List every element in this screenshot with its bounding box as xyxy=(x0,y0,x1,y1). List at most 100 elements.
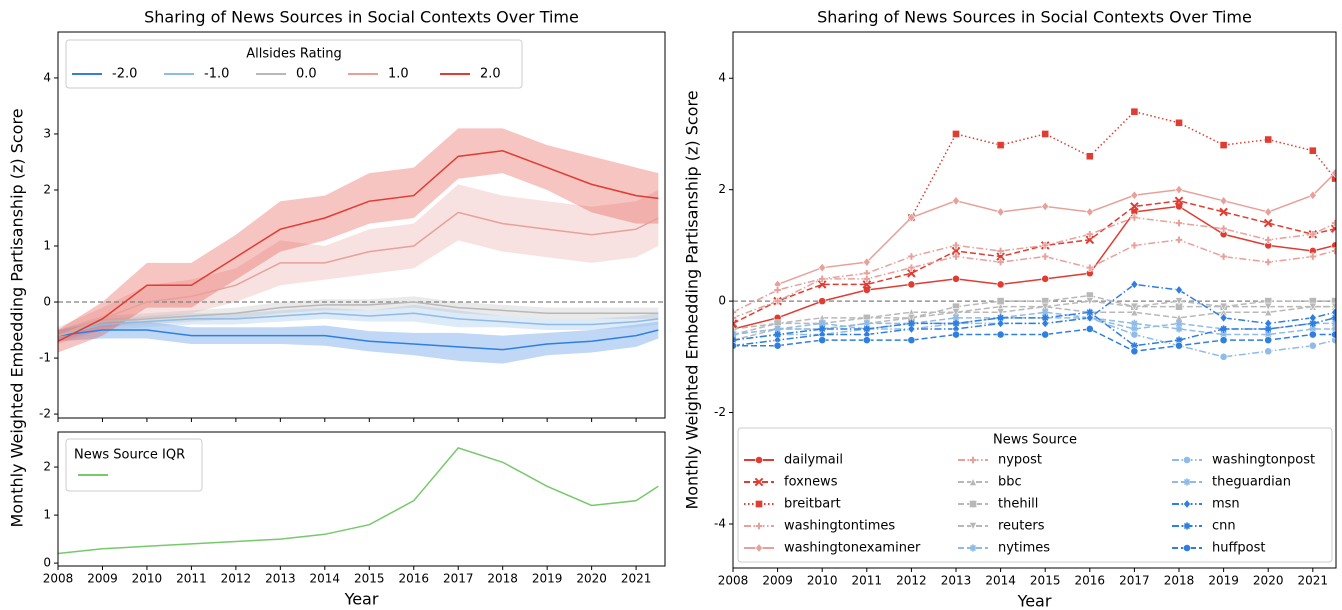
legend-label: breitbart xyxy=(784,497,841,512)
marker xyxy=(1308,341,1317,350)
series-line xyxy=(58,329,659,351)
chart-title: Sharing of News Sources in Social Contex… xyxy=(817,8,1252,27)
marker xyxy=(1085,325,1094,333)
confidence-band xyxy=(58,296,659,342)
marker xyxy=(1041,302,1050,311)
marker xyxy=(1041,308,1049,316)
marker xyxy=(1308,330,1317,339)
marker xyxy=(755,500,763,508)
marker xyxy=(907,280,916,289)
marker xyxy=(1085,207,1094,217)
marker xyxy=(1175,118,1183,127)
x-tick-label: 2014 xyxy=(985,574,1016,588)
marker xyxy=(996,141,1005,150)
marker xyxy=(951,246,961,256)
y-tick-label: 1 xyxy=(43,508,51,522)
x-tick-label: 2011 xyxy=(852,574,883,588)
series-line xyxy=(733,328,1336,353)
legend-label: msn xyxy=(1212,497,1240,512)
marker xyxy=(1085,230,1094,239)
marker xyxy=(1308,146,1317,155)
marker xyxy=(863,325,871,333)
marker xyxy=(862,280,872,289)
series-line xyxy=(58,312,659,337)
marker xyxy=(969,544,977,552)
marker xyxy=(1264,302,1273,311)
marker xyxy=(952,241,960,250)
legend-label: thehill xyxy=(998,497,1038,512)
x-tick-label: 2017 xyxy=(443,572,474,586)
marker xyxy=(818,297,827,306)
marker xyxy=(1130,347,1139,356)
marker xyxy=(952,319,960,328)
marker xyxy=(1130,202,1139,211)
marker xyxy=(1331,247,1336,255)
marker xyxy=(1175,202,1183,211)
marker xyxy=(1263,218,1273,228)
legend-label: washingtonpost xyxy=(1212,453,1315,468)
legend: News Source IQR xyxy=(65,438,203,492)
marker xyxy=(1309,325,1317,333)
marker xyxy=(997,314,1005,322)
legend-box xyxy=(65,39,523,89)
marker xyxy=(968,477,978,486)
y-tick-label: 1 xyxy=(43,239,51,253)
marker xyxy=(1130,213,1139,222)
x-tick-label: 2011 xyxy=(176,572,207,586)
marker xyxy=(1041,130,1050,138)
legend-label: 1.0 xyxy=(388,67,409,82)
marker xyxy=(1183,456,1191,464)
x-tick-label: 2016 xyxy=(398,572,429,586)
y-tick-label: -2 xyxy=(714,405,726,419)
legend-label: washingtonexaminer xyxy=(784,541,921,556)
marker xyxy=(862,286,871,294)
x-tick-label: 2008 xyxy=(718,574,749,588)
marker xyxy=(907,268,916,278)
marker xyxy=(1219,252,1228,261)
marker xyxy=(1130,279,1139,290)
marker xyxy=(1130,241,1139,250)
marker xyxy=(1331,314,1336,322)
marker xyxy=(818,274,827,283)
legend-label: washingtontimes xyxy=(784,519,895,534)
x-tick-label: 2012 xyxy=(221,572,252,586)
chart-title: Sharing of News Sources in Social Contex… xyxy=(144,8,579,27)
marker xyxy=(1219,224,1228,233)
plot-area xyxy=(58,446,659,555)
marker xyxy=(1175,336,1183,344)
marker xyxy=(996,252,1005,261)
marker xyxy=(907,252,916,261)
marker xyxy=(1130,325,1139,333)
x-tick-label: 2019 xyxy=(532,572,563,586)
marker xyxy=(1130,330,1139,339)
marker xyxy=(1219,302,1228,311)
marker xyxy=(968,522,978,531)
marker xyxy=(1130,342,1139,350)
marker xyxy=(996,297,1005,306)
x-tick-label: 2010 xyxy=(807,574,838,588)
marker xyxy=(1308,190,1317,201)
marker xyxy=(1264,330,1272,339)
legend-label: foxnews xyxy=(784,475,838,490)
marker xyxy=(952,274,960,283)
legend-label: 0.0 xyxy=(296,67,317,82)
marker xyxy=(1264,207,1273,217)
marker xyxy=(1264,347,1273,356)
marker xyxy=(1130,302,1139,311)
series-line xyxy=(910,110,1336,218)
y-axis-label: Monthly Weighted Embedding Partisanship … xyxy=(8,108,27,527)
marker xyxy=(996,207,1005,217)
marker xyxy=(907,319,916,328)
marker xyxy=(773,286,782,294)
series-line xyxy=(733,300,1336,341)
marker xyxy=(1331,219,1336,228)
marker xyxy=(817,280,827,289)
marker xyxy=(1183,499,1191,509)
legend-label: cnn xyxy=(1212,519,1236,534)
marker xyxy=(1041,314,1049,322)
marker xyxy=(755,522,763,530)
series-line xyxy=(733,311,1336,336)
legend-title: Allsides Rating xyxy=(246,47,342,62)
x-tick-label: 2018 xyxy=(487,572,518,586)
